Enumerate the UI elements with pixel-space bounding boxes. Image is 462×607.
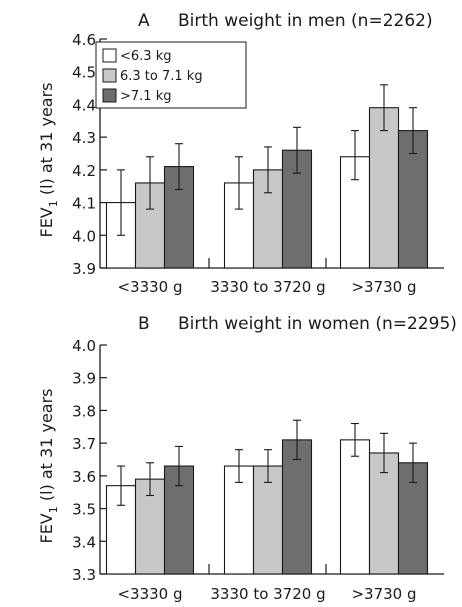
panel-a-bars xyxy=(105,84,429,269)
panel-a-title: Birth weight in men (n=2262) xyxy=(178,11,433,31)
legend-swatch-1 xyxy=(102,68,117,83)
legend-item: >7.1 kg xyxy=(102,88,171,104)
x-tick-label: 3330 to 3720 g xyxy=(210,585,325,603)
legend-item: 6.3 to 7.1 kg xyxy=(102,68,203,84)
bar xyxy=(368,107,400,269)
legend-item: <6.3 kg xyxy=(102,48,171,64)
legend-label-2: >7.1 kg xyxy=(120,89,171,104)
panel-b-title: Birth weight in women (n=2295) xyxy=(178,314,457,334)
x-tick-label: <3330 g xyxy=(117,585,182,603)
y-tick-label: 4.3 xyxy=(72,129,96,147)
y-tick-label: 4.0 xyxy=(72,337,96,355)
x-tick-label: 3330 to 3720 g xyxy=(210,278,325,296)
panel-a: A Birth weight in men (n=2262) FEV1 (l) … xyxy=(37,11,444,296)
y-tick-label: 4.1 xyxy=(72,195,96,213)
legend-swatch-2 xyxy=(102,88,117,103)
y-tick-label: 3.4 xyxy=(72,533,96,551)
bar xyxy=(339,439,371,575)
legend: <6.3 kg 6.3 to 7.1 kg >7.1 kg xyxy=(95,41,247,109)
y-tick-label: 4.0 xyxy=(72,227,96,245)
legend-label-1: 6.3 to 7.1 kg xyxy=(120,69,203,84)
panel-b: B Birth weight in women (n=2295) FEV1 (l… xyxy=(37,314,457,603)
x-tick-label: >3730 g xyxy=(351,278,416,296)
y-tick-label: 4.2 xyxy=(72,162,96,180)
panel-a-y-axis-label: FEV1 (l) at 31 years xyxy=(37,82,60,237)
y-tick-label: 3.8 xyxy=(72,402,96,420)
legend-label-0: <6.3 kg xyxy=(120,49,171,64)
x-tick-label: >3730 g xyxy=(351,585,416,603)
legend-box xyxy=(95,41,247,109)
panel-a-letter: A xyxy=(138,11,150,31)
y-tick-label: 4.4 xyxy=(72,96,96,114)
panel-b-bars xyxy=(105,419,429,575)
y-tick-label: 4.6 xyxy=(72,31,96,49)
y-tick-label: 3.9 xyxy=(72,260,96,278)
x-tick-label: <3330 g xyxy=(117,278,182,296)
panel-b-y-axis-label: FEV1 (l) at 31 years xyxy=(37,388,60,543)
y-tick-label: 3.3 xyxy=(72,566,96,584)
y-tick-label: 3.5 xyxy=(72,501,96,519)
y-tick-label: 3.7 xyxy=(72,435,96,453)
y-tick-label: 3.6 xyxy=(72,468,96,486)
panel-a-axes: 4.6 4.5 4.4 4.3 4.2 4.1 4.0 3.9 <3330 g 3330 to 3… xyxy=(72,31,444,296)
y-tick-label: 3.9 xyxy=(72,370,96,388)
y-tick-label: 4.5 xyxy=(72,64,96,82)
legend-swatch-0 xyxy=(102,48,117,63)
panel-b-letter: B xyxy=(138,314,150,334)
